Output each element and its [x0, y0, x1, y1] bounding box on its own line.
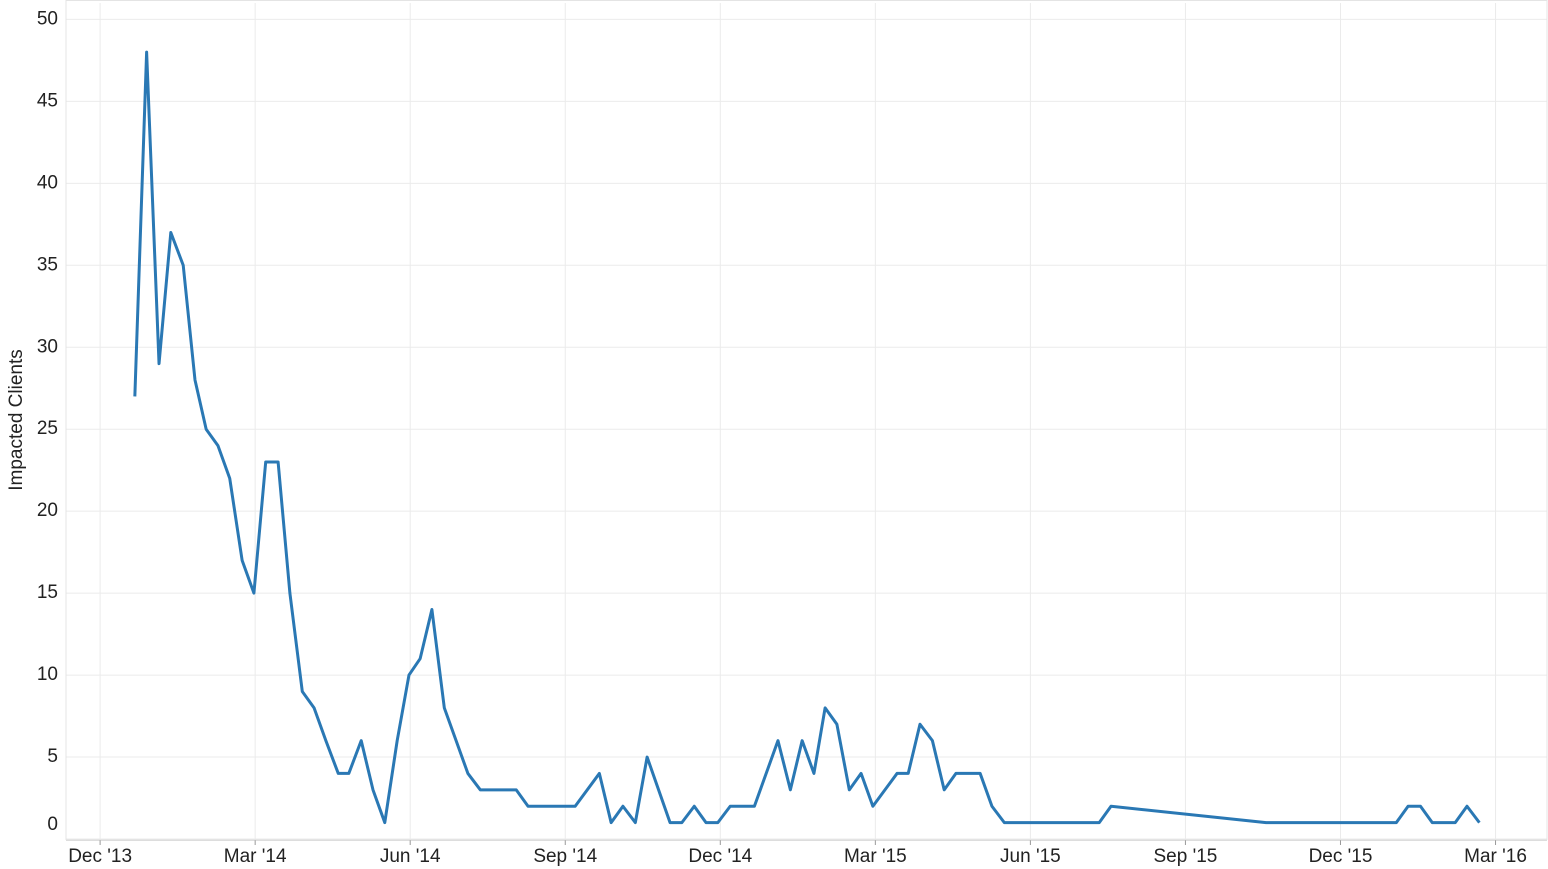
x-tick-label: Mar '15 — [844, 846, 907, 867]
x-tick-label: Jun '15 — [1000, 846, 1061, 867]
plot-frame — [65, 0, 1548, 840]
y-tick-label: 15 — [37, 582, 58, 603]
data-line — [133, 50, 1481, 825]
x-tick-label: Dec '14 — [688, 846, 752, 867]
y-tick-label: 50 — [37, 8, 58, 29]
y-tick-label: 30 — [37, 336, 58, 357]
y-tick-label: 20 — [37, 500, 58, 521]
y-tick-label: 40 — [37, 172, 58, 193]
y-tick-label: 25 — [37, 418, 58, 439]
y-tick-label: 45 — [37, 90, 58, 111]
y-tick-label: 10 — [37, 664, 58, 685]
x-tick-label: Dec '15 — [1309, 846, 1373, 867]
x-tick-label: Sep '15 — [1154, 846, 1218, 867]
x-tick-label: Mar '16 — [1464, 846, 1527, 867]
y-tick-label: 5 — [47, 746, 58, 767]
y-tick-label: 0 — [47, 814, 58, 835]
x-tick-label: Sep '14 — [533, 846, 597, 867]
x-tick-label: Dec '13 — [68, 846, 132, 867]
y-tick-label: 35 — [37, 254, 58, 275]
x-tick-label: Mar '14 — [224, 846, 287, 867]
x-tick-label: Jun '14 — [380, 846, 441, 867]
y-axis-title: Impacted Clients — [6, 349, 27, 491]
